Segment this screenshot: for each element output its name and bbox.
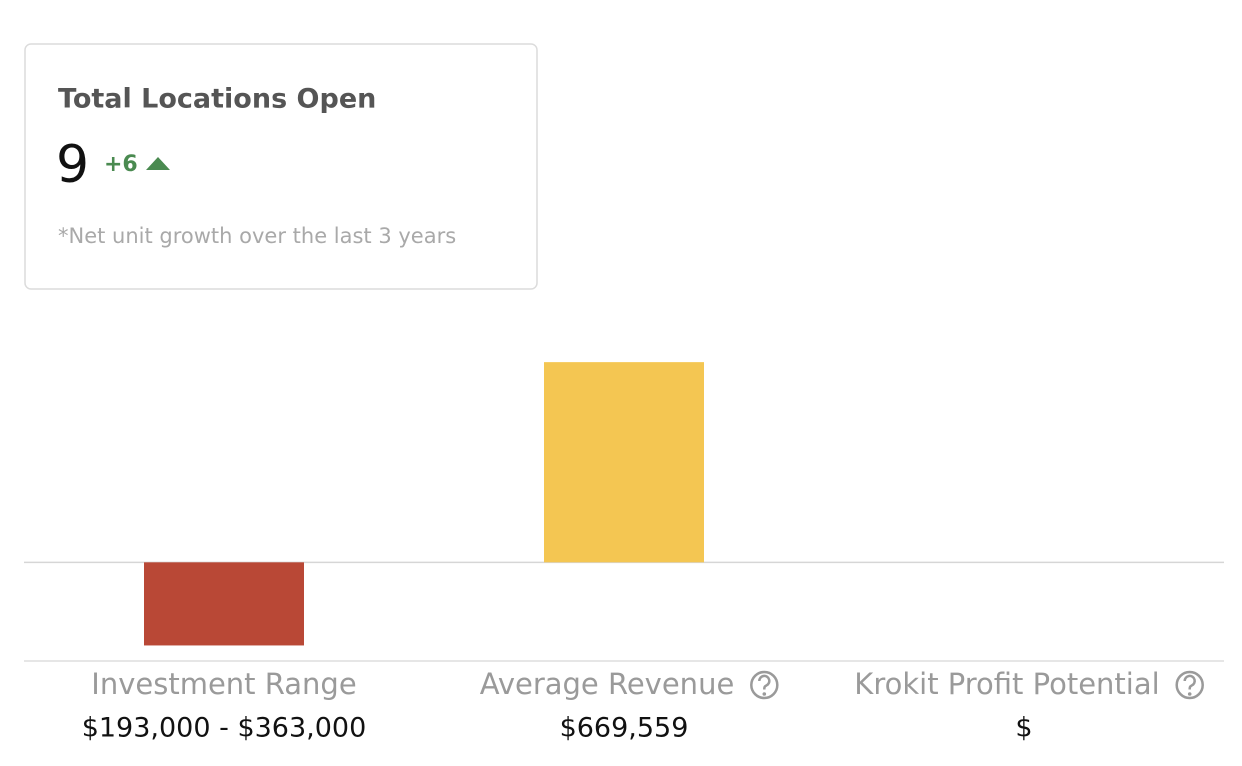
value-label: $193,000 - $363,000 (82, 713, 367, 744)
help-icon-part (1187, 692, 1192, 696)
card-title: Total Locations Open (58, 84, 376, 115)
help-icon-part (1183, 674, 1196, 690)
card-delta: +6 (104, 152, 138, 177)
bar (144, 562, 304, 646)
category-label: Investment Range (91, 667, 356, 701)
category-label: Krokit Profit Potential (854, 667, 1159, 701)
category-label: Average Revenue (480, 667, 735, 701)
card-value: 9 (56, 135, 89, 195)
help-icon[interactable] (750, 670, 779, 700)
stat-card (24, 43, 538, 290)
bar (544, 362, 704, 563)
help-icon-part (1175, 670, 1204, 700)
help-icon[interactable] (1175, 670, 1204, 700)
help-icon-part (762, 692, 767, 696)
value-label: $669,559 (560, 713, 689, 744)
help-icon-part (758, 674, 771, 690)
up-arrow (146, 157, 170, 170)
help-icon-part (750, 670, 779, 700)
card-note: *Net unit growth over the last 3 years (58, 224, 456, 248)
value-label: $ (1015, 713, 1032, 744)
